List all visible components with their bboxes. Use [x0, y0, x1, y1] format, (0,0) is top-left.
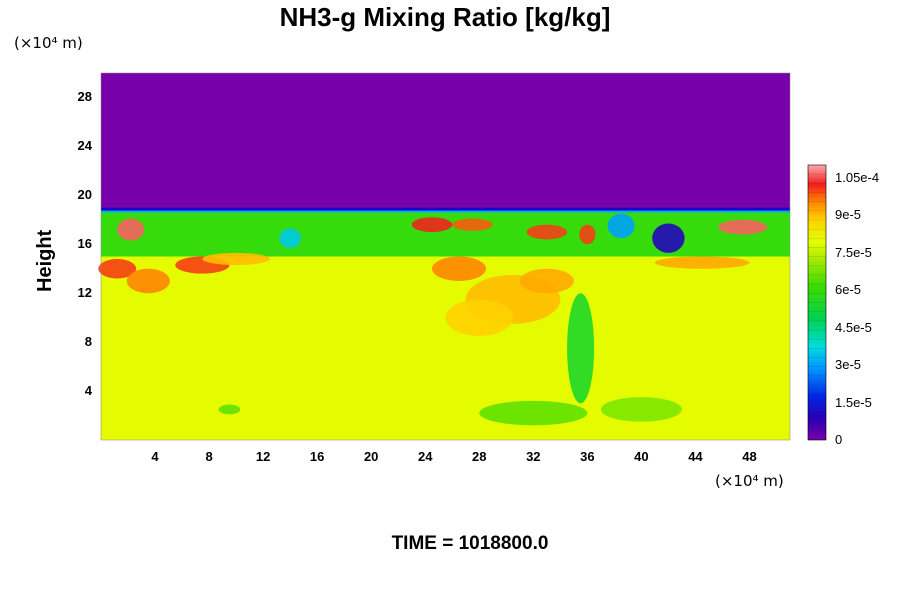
heatmap-edge-blue — [101, 207, 790, 211]
x-tick-label: 32 — [526, 449, 541, 464]
x-tick-label: 20 — [363, 449, 379, 464]
x-tick-label: 36 — [580, 449, 595, 464]
heatmap-edge-cyan — [101, 210, 790, 213]
colorbar-tick-label: 7.5e-5 — [835, 244, 872, 260]
y-tick-label: 20 — [77, 187, 92, 203]
chart-title: NH3-g Mixing Ratio [kg/kg] — [279, 2, 611, 32]
time-label: TIME = 1018800.0 — [391, 533, 549, 554]
x-tick-label: 16 — [309, 449, 325, 464]
heatmap-feature-22 — [218, 404, 241, 415]
x-tick-label: 44 — [688, 449, 703, 464]
heatmap-feature-20 — [607, 213, 635, 239]
y-tick-label: 16 — [77, 236, 92, 252]
heatmap-feature-16 — [479, 400, 588, 426]
heatmap-feature-8 — [431, 256, 487, 281]
colorbar-tick-label: 1.05e-4 — [835, 169, 880, 185]
heatmap-feature-6 — [411, 217, 453, 233]
heatmap-feature-1 — [117, 218, 145, 241]
heatmap-feature-5 — [202, 252, 270, 266]
heatmap-region-band — [101, 207, 790, 257]
plot-frame — [100, 72, 791, 441]
heatmap-feature-3 — [126, 268, 170, 294]
colorbar-tick-label: 0 — [835, 432, 843, 447]
y-tick-label: 28 — [77, 89, 92, 105]
heatmap-region-upper — [101, 73, 790, 208]
heatmap-feature-21 — [445, 299, 514, 337]
heatmap-feature-14 — [654, 256, 750, 269]
heatmap-feature-17 — [600, 397, 682, 422]
x-unit-label: (×10⁴ m) — [715, 472, 784, 490]
heatmap-feature-13 — [718, 219, 768, 235]
x-tick-label: 28 — [472, 449, 487, 464]
heatmap-feature-11 — [526, 224, 568, 240]
colorbar-tick-label: 4.5e-5 — [835, 319, 872, 335]
colorbar-tick-label: 3e-5 — [835, 357, 862, 372]
y-tick-label: 12 — [77, 285, 92, 301]
x-tick-label: 8 — [205, 449, 213, 464]
y-unit-label: (×10⁴ m) — [14, 34, 83, 52]
colorbar — [807, 164, 827, 441]
colorbar-tick-label: 6e-5 — [835, 282, 862, 297]
heatmap-feature-19 — [652, 223, 685, 253]
heatmap-feature-7 — [452, 218, 493, 231]
y-tick-label: 8 — [84, 334, 92, 350]
heatmap-feature-12 — [579, 224, 596, 245]
x-tick-label: 4 — [151, 449, 159, 464]
x-tick-label: 48 — [742, 449, 757, 464]
colorbar-tick-label: 1.5e-5 — [835, 394, 872, 410]
heatmap-feature-2 — [98, 258, 137, 279]
x-tick-label: 12 — [255, 449, 271, 464]
heatmap-region-lower — [101, 256, 790, 440]
x-tick-label: 24 — [418, 449, 433, 464]
y-tick-label: 4 — [84, 383, 92, 399]
colorbar-tick-label: 9e-5 — [835, 207, 862, 222]
heatmap-feature-15 — [567, 293, 595, 404]
heatmap-feature-10 — [519, 268, 574, 294]
heatmap-feature-18 — [279, 228, 301, 248]
y-tick-label: 24 — [77, 138, 92, 154]
x-tick-label: 40 — [634, 449, 649, 464]
